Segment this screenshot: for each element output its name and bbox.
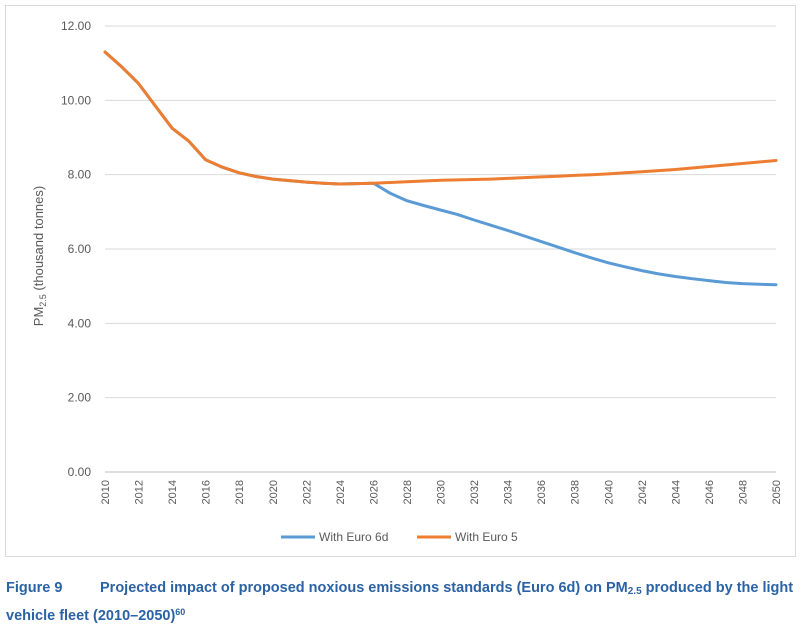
figure-label: Figure 9: [6, 580, 63, 596]
x-tick-label: 2042: [637, 480, 649, 504]
x-tick-label: 2034: [503, 480, 515, 504]
y-tick-label: 12.00: [61, 19, 91, 33]
legend-label: With Euro 6d: [319, 530, 388, 544]
caption-footnote-ref: 60: [175, 607, 186, 617]
y-tick-label: 2.00: [68, 391, 92, 405]
x-tick-label: 2036: [536, 480, 548, 504]
chart-frame: 0.00 2.00 4.00 6.00 8.00 10.00 12.00 2010 2012 2…: [5, 5, 796, 557]
figure-caption: Figure 9 Projected impact of proposed nox…: [6, 578, 796, 626]
y-axis-label-sub: 2.5: [38, 294, 48, 307]
x-tick-label: 2022: [301, 480, 313, 504]
caption-text-2: produced by the light vehicle fleet (201…: [6, 580, 794, 624]
y-tick-label: 4.00: [68, 316, 92, 330]
x-tick-label: 2046: [704, 480, 716, 504]
x-tick-label: 2028: [402, 480, 414, 504]
y-axis-label-rest: (thousand tonnes): [31, 186, 46, 294]
x-tick-label: 2026: [368, 480, 380, 504]
x-tick-label: 2016: [201, 480, 213, 504]
caption-sub: 2.5: [627, 586, 642, 597]
x-tick-label: 2020: [268, 480, 280, 504]
series-line-1: [103, 50, 778, 186]
x-tick-label: 2038: [570, 480, 582, 504]
x-tick-label: 2018: [234, 480, 246, 504]
x-tick-label: 2014: [167, 480, 179, 504]
y-axis-label: PM2.5 (thousand tonnes): [31, 186, 48, 326]
x-tick-label: 2044: [670, 480, 682, 504]
x-tick-label: 2030: [436, 480, 448, 504]
legend: With Euro 6d With Euro 5: [281, 530, 518, 544]
y-tick-label: 8.00: [68, 168, 92, 182]
x-tick-label: 2032: [469, 480, 481, 504]
x-tick-label: 2040: [603, 480, 615, 504]
x-tick-label: 2050: [771, 480, 783, 504]
x-tick-label: 2010: [100, 480, 112, 504]
legend-label: With Euro 5: [455, 530, 518, 544]
caption-text-1: Projected impact of proposed noxious emi…: [100, 580, 628, 596]
x-tick-label: 2024: [335, 480, 347, 504]
line-chart: 0.00 2.00 4.00 6.00 8.00 10.00 12.00 2010 2012 2…: [31, 19, 783, 544]
y-tick-label: 10.00: [61, 93, 91, 107]
x-tick-label: 2048: [737, 480, 749, 504]
y-tick-label: 0.00: [68, 465, 92, 479]
y-tick-label: 6.00: [68, 242, 92, 256]
y-axis-label-main: PM: [31, 307, 46, 327]
x-tick-label: 2012: [134, 480, 146, 504]
